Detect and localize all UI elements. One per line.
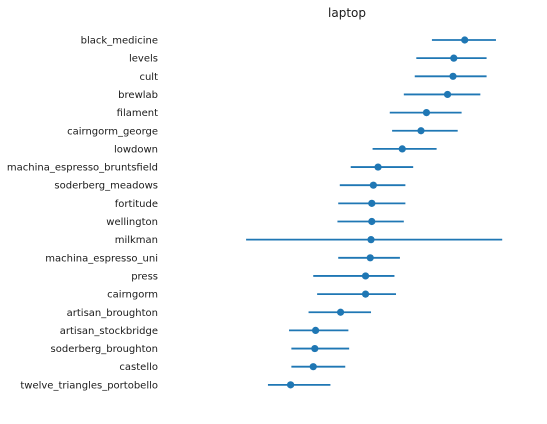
category-label: machina_espresso_bruntsfield [7,163,158,174]
data-point [312,327,319,334]
data-point [362,291,369,298]
data-point [287,381,294,388]
data-point [417,127,424,134]
data-point [449,73,456,80]
data-point [450,55,457,62]
data-point [370,182,377,189]
data-point [362,272,369,279]
chart-title: laptop [328,6,366,20]
category-label: lowdown [114,144,158,155]
data-point [367,236,374,243]
data-point [461,36,468,43]
data-point [367,254,374,261]
category-label: machina_espresso_uni [45,253,158,264]
category-label: cairngorm_george [67,126,158,137]
category-label: artisan_stockbridge [60,326,158,337]
category-label: filament [117,108,158,119]
category-label: wellington [106,217,158,228]
category-label: milkman [115,235,158,246]
data-point [368,200,375,207]
category-label: soderberg_meadows [54,181,158,192]
data-point [399,145,406,152]
data-point [310,363,317,370]
category-label: press [131,271,158,282]
category-label: cairngorm [107,290,158,301]
category-label: brewlab [118,90,158,101]
data-point [374,163,381,170]
category-label: levels [129,54,158,65]
data-point [337,309,344,316]
category-label: cult [139,72,158,83]
category-label: black_medicine [81,36,158,47]
data-point [311,345,318,352]
category-label: fortitude [115,199,158,210]
category-label: artisan_broughton [67,308,158,319]
data-point [444,91,451,98]
data-point [423,109,430,116]
category-label: twelve_triangles_portobello [20,380,158,391]
category-label: soderberg_broughton [51,344,158,355]
data-point [368,218,375,225]
category-label: castello [119,362,158,373]
